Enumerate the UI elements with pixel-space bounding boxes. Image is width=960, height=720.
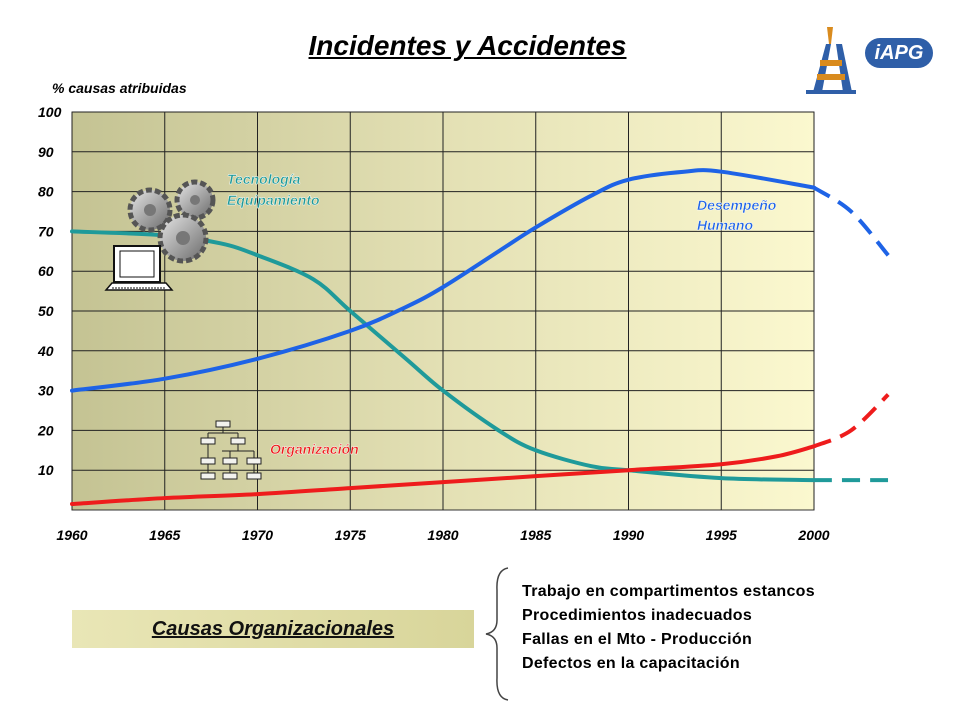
y-tick-label: 80 [38, 184, 54, 200]
y-tick-label: 50 [38, 303, 54, 319]
cause-item: Procedimientos inadecuados [522, 607, 753, 624]
y-tick-label: 20 [37, 422, 54, 438]
x-tick-label: 1975 [335, 527, 366, 543]
x-tick-label: 1980 [427, 527, 458, 543]
x-tick-labels: 1960 1965 1970 1975 1980 1985 1990 1995 2000 [56, 527, 829, 543]
series-line-desempeno-humano [70, 168, 816, 393]
cause-item: Fallas en el Mto - Producción [522, 631, 753, 648]
series-line-organizacion [70, 444, 816, 507]
cause-item: Defectos en la capacitación [522, 655, 740, 672]
iapg-logo: iAPG [865, 38, 933, 68]
brace-icon [485, 567, 509, 701]
y-tick-label: 60 [38, 263, 54, 279]
causes-list: Trabajo en compartimentos estancos Proce… [522, 580, 815, 676]
x-tick-label: 1960 [56, 527, 87, 543]
cause-item: Trabajo en compartimentos estancos [522, 583, 815, 600]
org-chart-icon [200, 420, 262, 480]
y-tick-label: 10 [38, 462, 54, 478]
y-tick-label: 70 [38, 223, 54, 239]
gears-icon [127, 179, 216, 264]
x-tick-label: 1985 [520, 527, 551, 543]
y-tick-label: 40 [37, 343, 54, 359]
causas-organizacionales-band: Causas Organizacionales [72, 610, 474, 648]
label-organizacion: Organización [270, 441, 359, 457]
label-desempeno-1: Desempeño [697, 197, 777, 213]
page-title: Incidentes y Accidentes [308, 30, 627, 61]
label-tecnologia-1: Tecnología [227, 171, 301, 187]
x-tick-label: 1995 [706, 527, 737, 543]
causas-organizacionales-label: Causas Organizacionales [151, 617, 395, 640]
series-projection-organizacion [813, 393, 890, 449]
y-tick-label: 30 [38, 383, 54, 399]
series-projection-desempeno-humano [812, 185, 890, 257]
y-axis-label: % causas atribuidas [52, 80, 187, 96]
laptop-icon [104, 245, 174, 291]
x-tick-label: 1990 [613, 527, 644, 543]
x-tick-label: 2000 [797, 527, 829, 543]
label-tecnologia-2: Equipamiento [227, 192, 320, 208]
label-desempeno-2: Humano [697, 217, 753, 233]
y-tick-labels: 10 20 30 40 50 60 70 80 90 100 [37, 104, 62, 478]
y-tick-label: 100 [38, 104, 62, 120]
x-tick-label: 1965 [149, 527, 180, 543]
oil-rig-logo [806, 27, 856, 94]
x-tick-label: 1970 [242, 527, 273, 543]
y-tick-label: 90 [38, 144, 54, 160]
series-lines [70, 168, 890, 507]
